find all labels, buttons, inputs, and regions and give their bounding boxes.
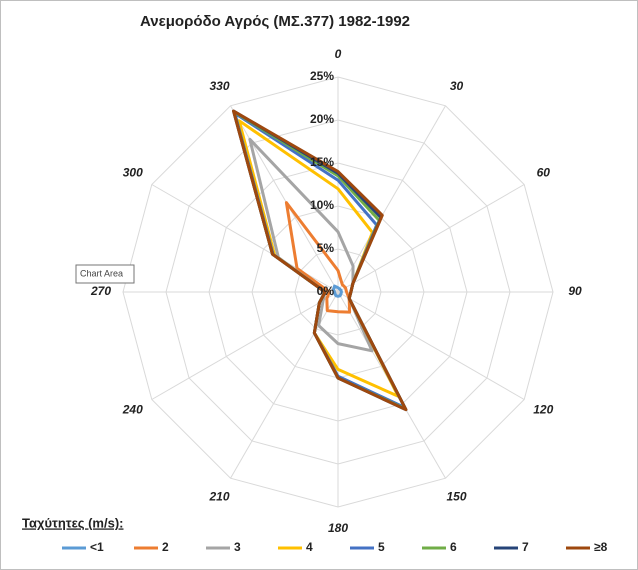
series-line [284,201,352,314]
chart-title: Ανεμορόδο Αγρός (ΜΣ.377) 1982-1992 [140,13,410,30]
direction-label: 30 [450,79,464,93]
r-tick-label: 15% [310,155,334,169]
legend-label: <1 [90,540,104,554]
r-tick-label: 0% [317,284,335,298]
series-line [332,284,343,298]
legend-label: 3 [234,540,241,554]
direction-label: 120 [533,403,553,417]
r-tick-label: 10% [310,198,334,212]
legend-label: 7 [522,540,529,554]
legend-title: Ταχύτητες (m/s): [22,515,124,530]
spoke [151,291,339,400]
legend-label: 2 [162,540,169,554]
r-tick-label: 5% [317,241,335,255]
direction-label: 0 [335,47,342,61]
spoke [337,291,525,400]
spoke [230,105,339,293]
legend-label: 6 [450,540,457,554]
series-line [232,109,408,412]
tooltip: Chart Area [80,268,123,278]
r-tick-label: 20% [310,112,334,126]
direction-label: 60 [537,166,551,180]
r-tick-label: 25% [310,69,334,83]
spoke [337,105,446,293]
tooltip-box [75,264,135,284]
direction-label: 210 [208,489,229,503]
direction-label: 270 [90,284,111,298]
direction-label: 330 [209,79,229,93]
legend-label: ≥8 [594,540,608,554]
direction-label: 300 [123,166,143,180]
spoke [337,184,525,293]
direction-label: 240 [122,403,143,417]
direction-label: 150 [446,489,466,503]
direction-label: 180 [328,521,348,535]
direction-label: 90 [568,284,582,298]
legend-label: 4 [306,540,313,554]
legend-label: 5 [378,540,385,554]
